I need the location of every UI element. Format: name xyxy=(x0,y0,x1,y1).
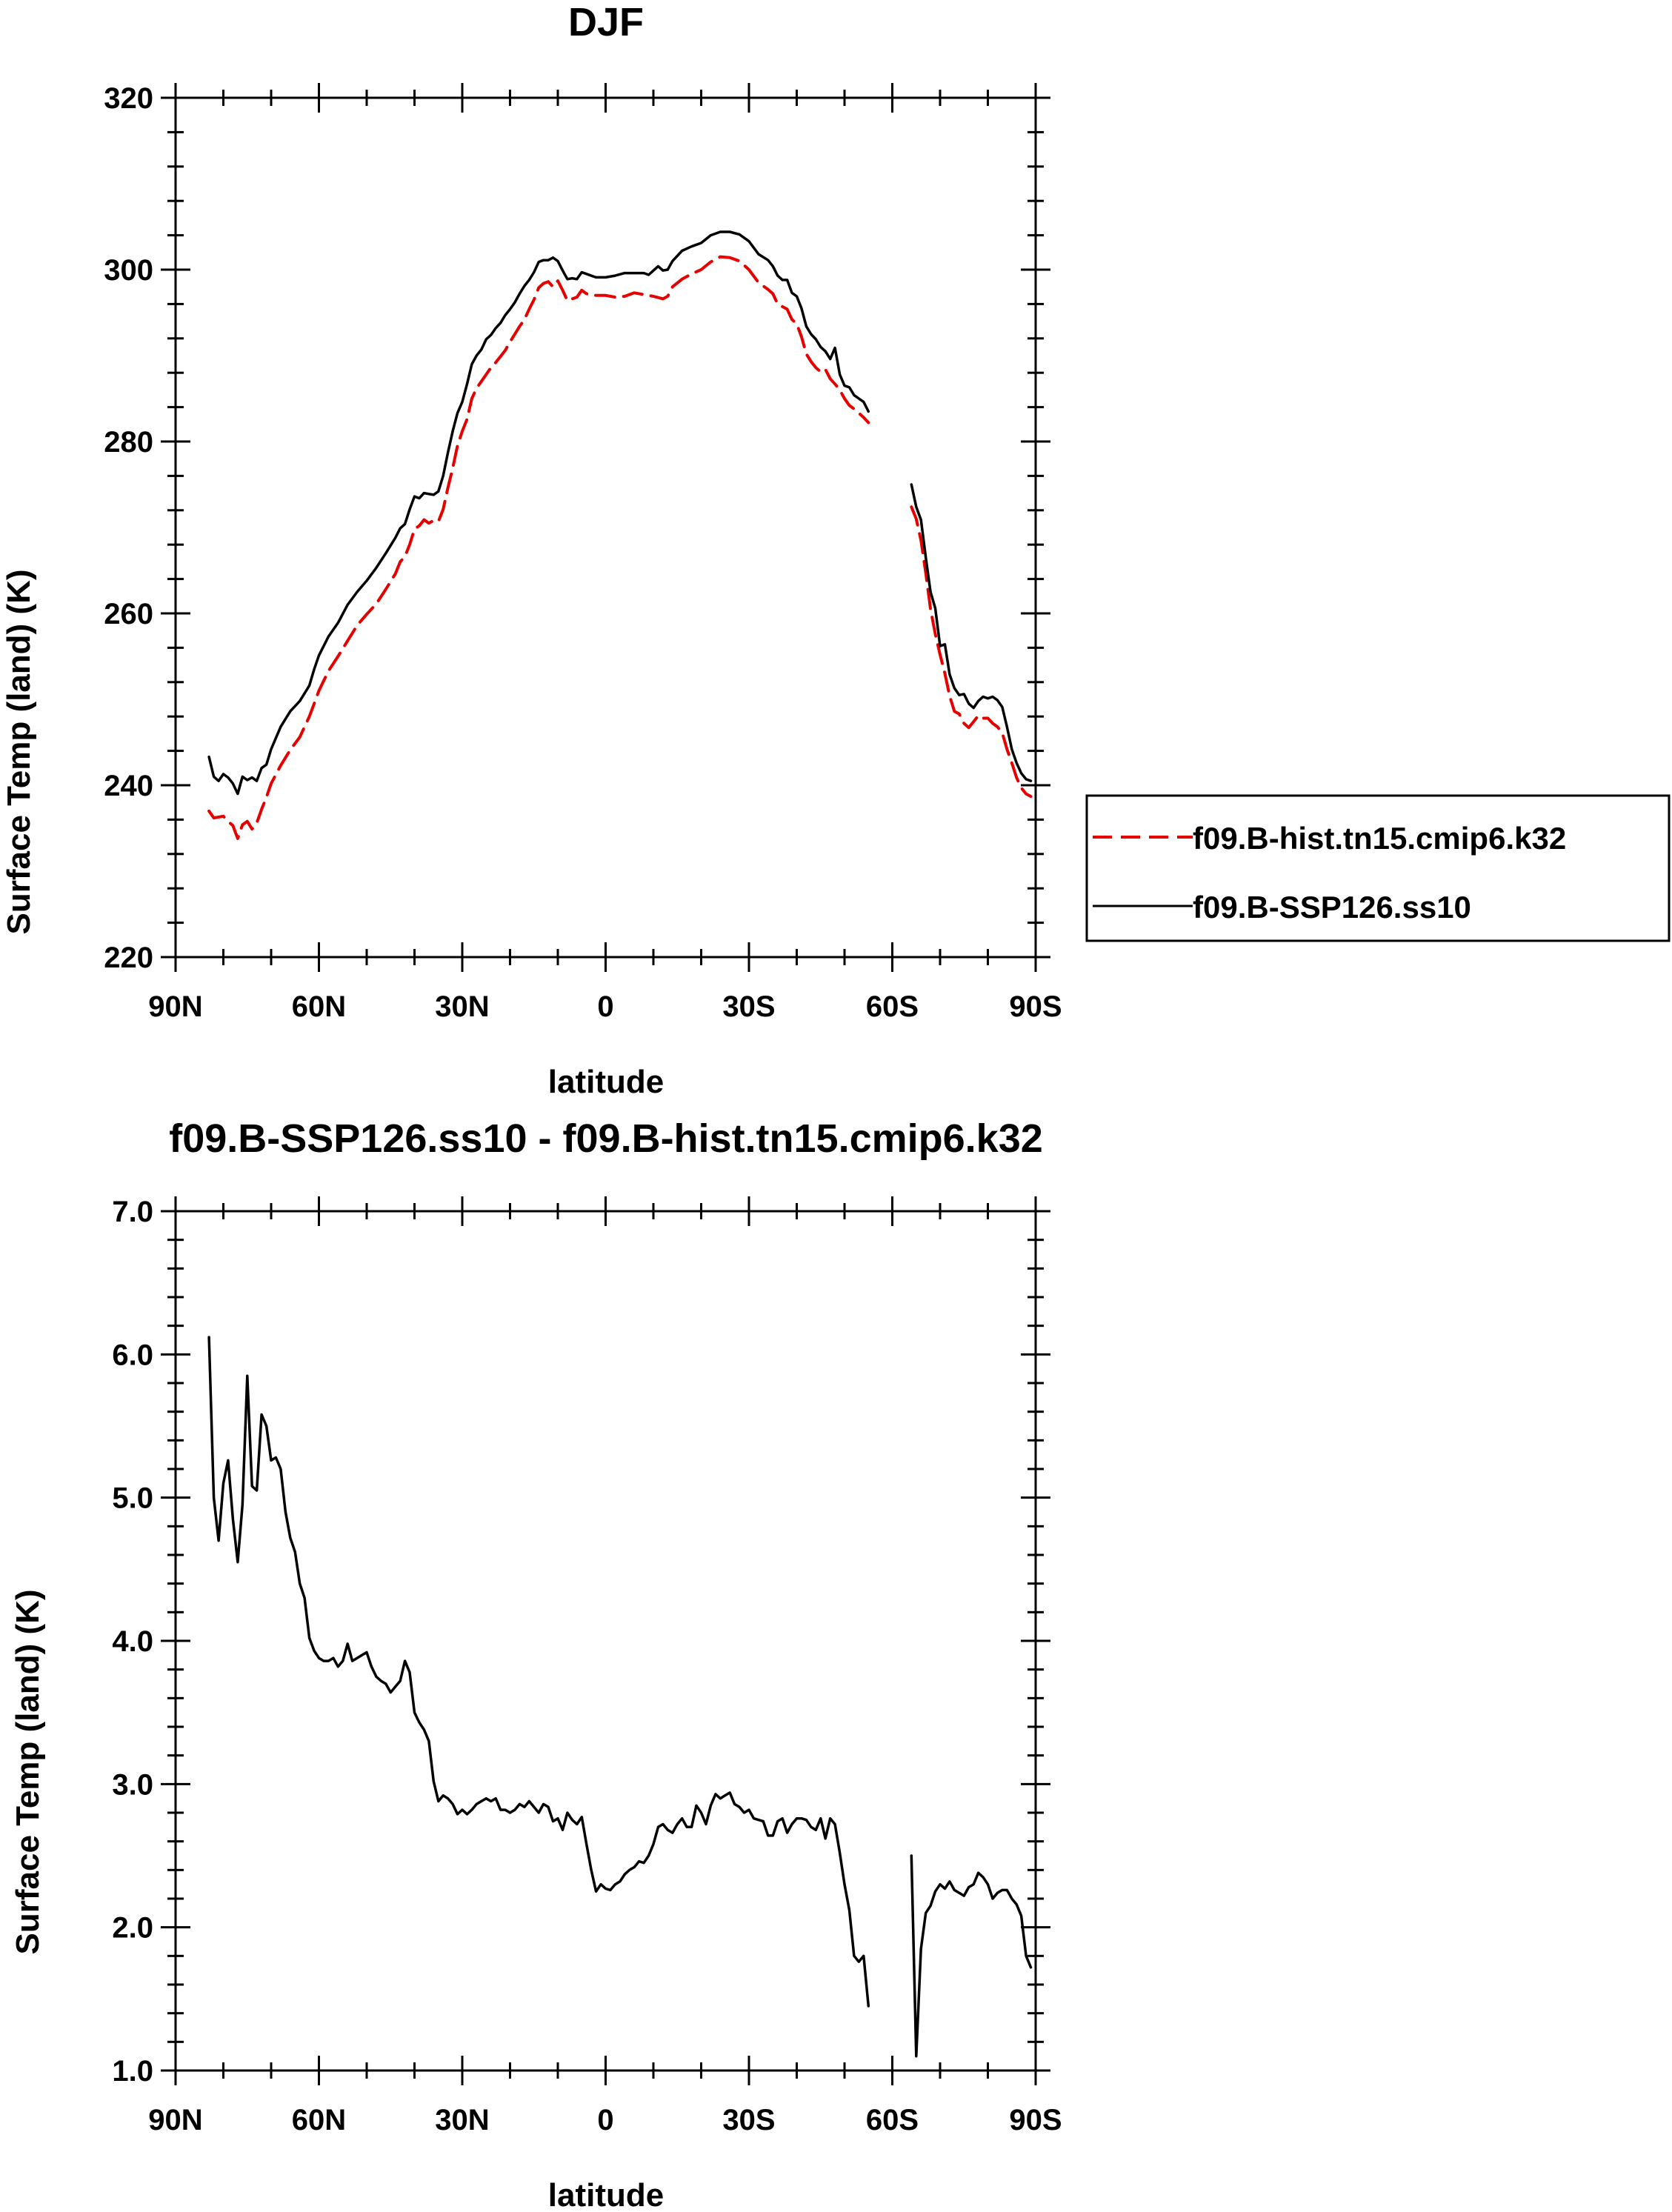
bottom-y-tick-label: 1.0 xyxy=(112,2055,153,2088)
bottom-tick-labels: 90N 60N 30N 0 30S 60S 90S 1.0 2.0 3.0 4.0 5.0 6.0 7.0 xyxy=(112,1196,1062,2136)
top-y-tick-label: 300 xyxy=(104,254,153,287)
top-x-tick-label: 30N xyxy=(435,990,489,1023)
bottom-series xyxy=(207,1336,1033,2058)
top-y-axis-label: Surface Temp (land) (K) xyxy=(1,569,37,934)
top-y-tick-label: 280 xyxy=(104,426,153,459)
top-chart-title: DJF xyxy=(568,0,644,44)
legend-box xyxy=(1085,794,1671,942)
legend: f09.B-hist.tn15.cmip6.k32 f09.B-SSP126.s… xyxy=(1085,794,1671,942)
top-x-tick-label: 0 xyxy=(597,990,613,1023)
top-y-tick-label: 260 xyxy=(104,598,153,630)
top-y-tick-label: 220 xyxy=(104,942,153,974)
top-x-tick-label: 90N xyxy=(148,990,202,1023)
top-x-tick-label: 60N xyxy=(292,990,346,1023)
bottom-series-line-ssp-segment-2 xyxy=(910,1854,1033,2058)
top-panel: DJF 90N 60N 30N 0 30S 60S 90S 220 240 260 280 300 32… xyxy=(1,0,1062,1100)
top-series-line-ssp-segment-1 xyxy=(207,230,870,796)
top-series-line-hist-segment-2 xyxy=(910,505,1033,799)
bottom-x-axis-label: latitude xyxy=(548,2177,664,2212)
bottom-panel: f09.B-SSP126.ss10 - f09.B-hist.tn15.cmip… xyxy=(10,1116,1062,2212)
bottom-y-tick-label: 6.0 xyxy=(112,1339,153,1371)
bottom-y-tick-label: 3.0 xyxy=(112,1768,153,1801)
legend-label-hist: f09.B-hist.tn15.cmip6.k32 xyxy=(1193,821,1566,856)
top-x-tick-label: 60S xyxy=(866,990,919,1023)
top-plot-frame xyxy=(174,96,1037,959)
top-tick-labels: 90N 60N 30N 0 30S 60S 90S 220 240 260 280 300 320 xyxy=(104,82,1062,1023)
top-x-axis-label: latitude xyxy=(548,1064,664,1100)
bottom-ticks xyxy=(161,1196,1050,2085)
bottom-y-tick-label: 2.0 xyxy=(112,1912,153,1945)
top-y-tick-label: 240 xyxy=(104,770,153,802)
top-x-tick-label: 90S xyxy=(1009,990,1062,1023)
bottom-x-tick-label: 60N xyxy=(292,2104,346,2136)
legend-label-ssp: f09.B-SSP126.ss10 xyxy=(1193,890,1471,925)
top-series xyxy=(207,230,1033,840)
bottom-series-line-ssp-segment-1 xyxy=(207,1336,870,2008)
bottom-chart-title: f09.B-SSP126.ss10 - f09.B-hist.tn15.cmip… xyxy=(169,1116,1043,1161)
bottom-x-tick-label: 30N xyxy=(435,2104,489,2136)
bottom-x-tick-label: 30S xyxy=(722,2104,775,2136)
bottom-x-tick-label: 90S xyxy=(1009,2104,1062,2136)
bottom-x-tick-label: 90N xyxy=(148,2104,202,2136)
top-series-line-hist-segment-1 xyxy=(207,255,870,840)
top-ticks xyxy=(161,83,1050,972)
top-y-tick-label: 320 xyxy=(104,82,153,115)
bottom-y-tick-label: 7.0 xyxy=(112,1196,153,1228)
bottom-plot-frame xyxy=(174,1210,1037,2072)
bottom-y-tick-label: 4.0 xyxy=(112,1625,153,1658)
bottom-x-tick-label: 0 xyxy=(597,2104,613,2136)
top-x-tick-label: 30S xyxy=(722,990,775,1023)
top-series-line-ssp-segment-2 xyxy=(910,483,1033,782)
bottom-x-tick-label: 60S xyxy=(866,2104,919,2136)
bottom-y-tick-label: 5.0 xyxy=(112,1482,153,1515)
bottom-y-axis-label: Surface Temp (land) (K) xyxy=(10,1589,46,1954)
